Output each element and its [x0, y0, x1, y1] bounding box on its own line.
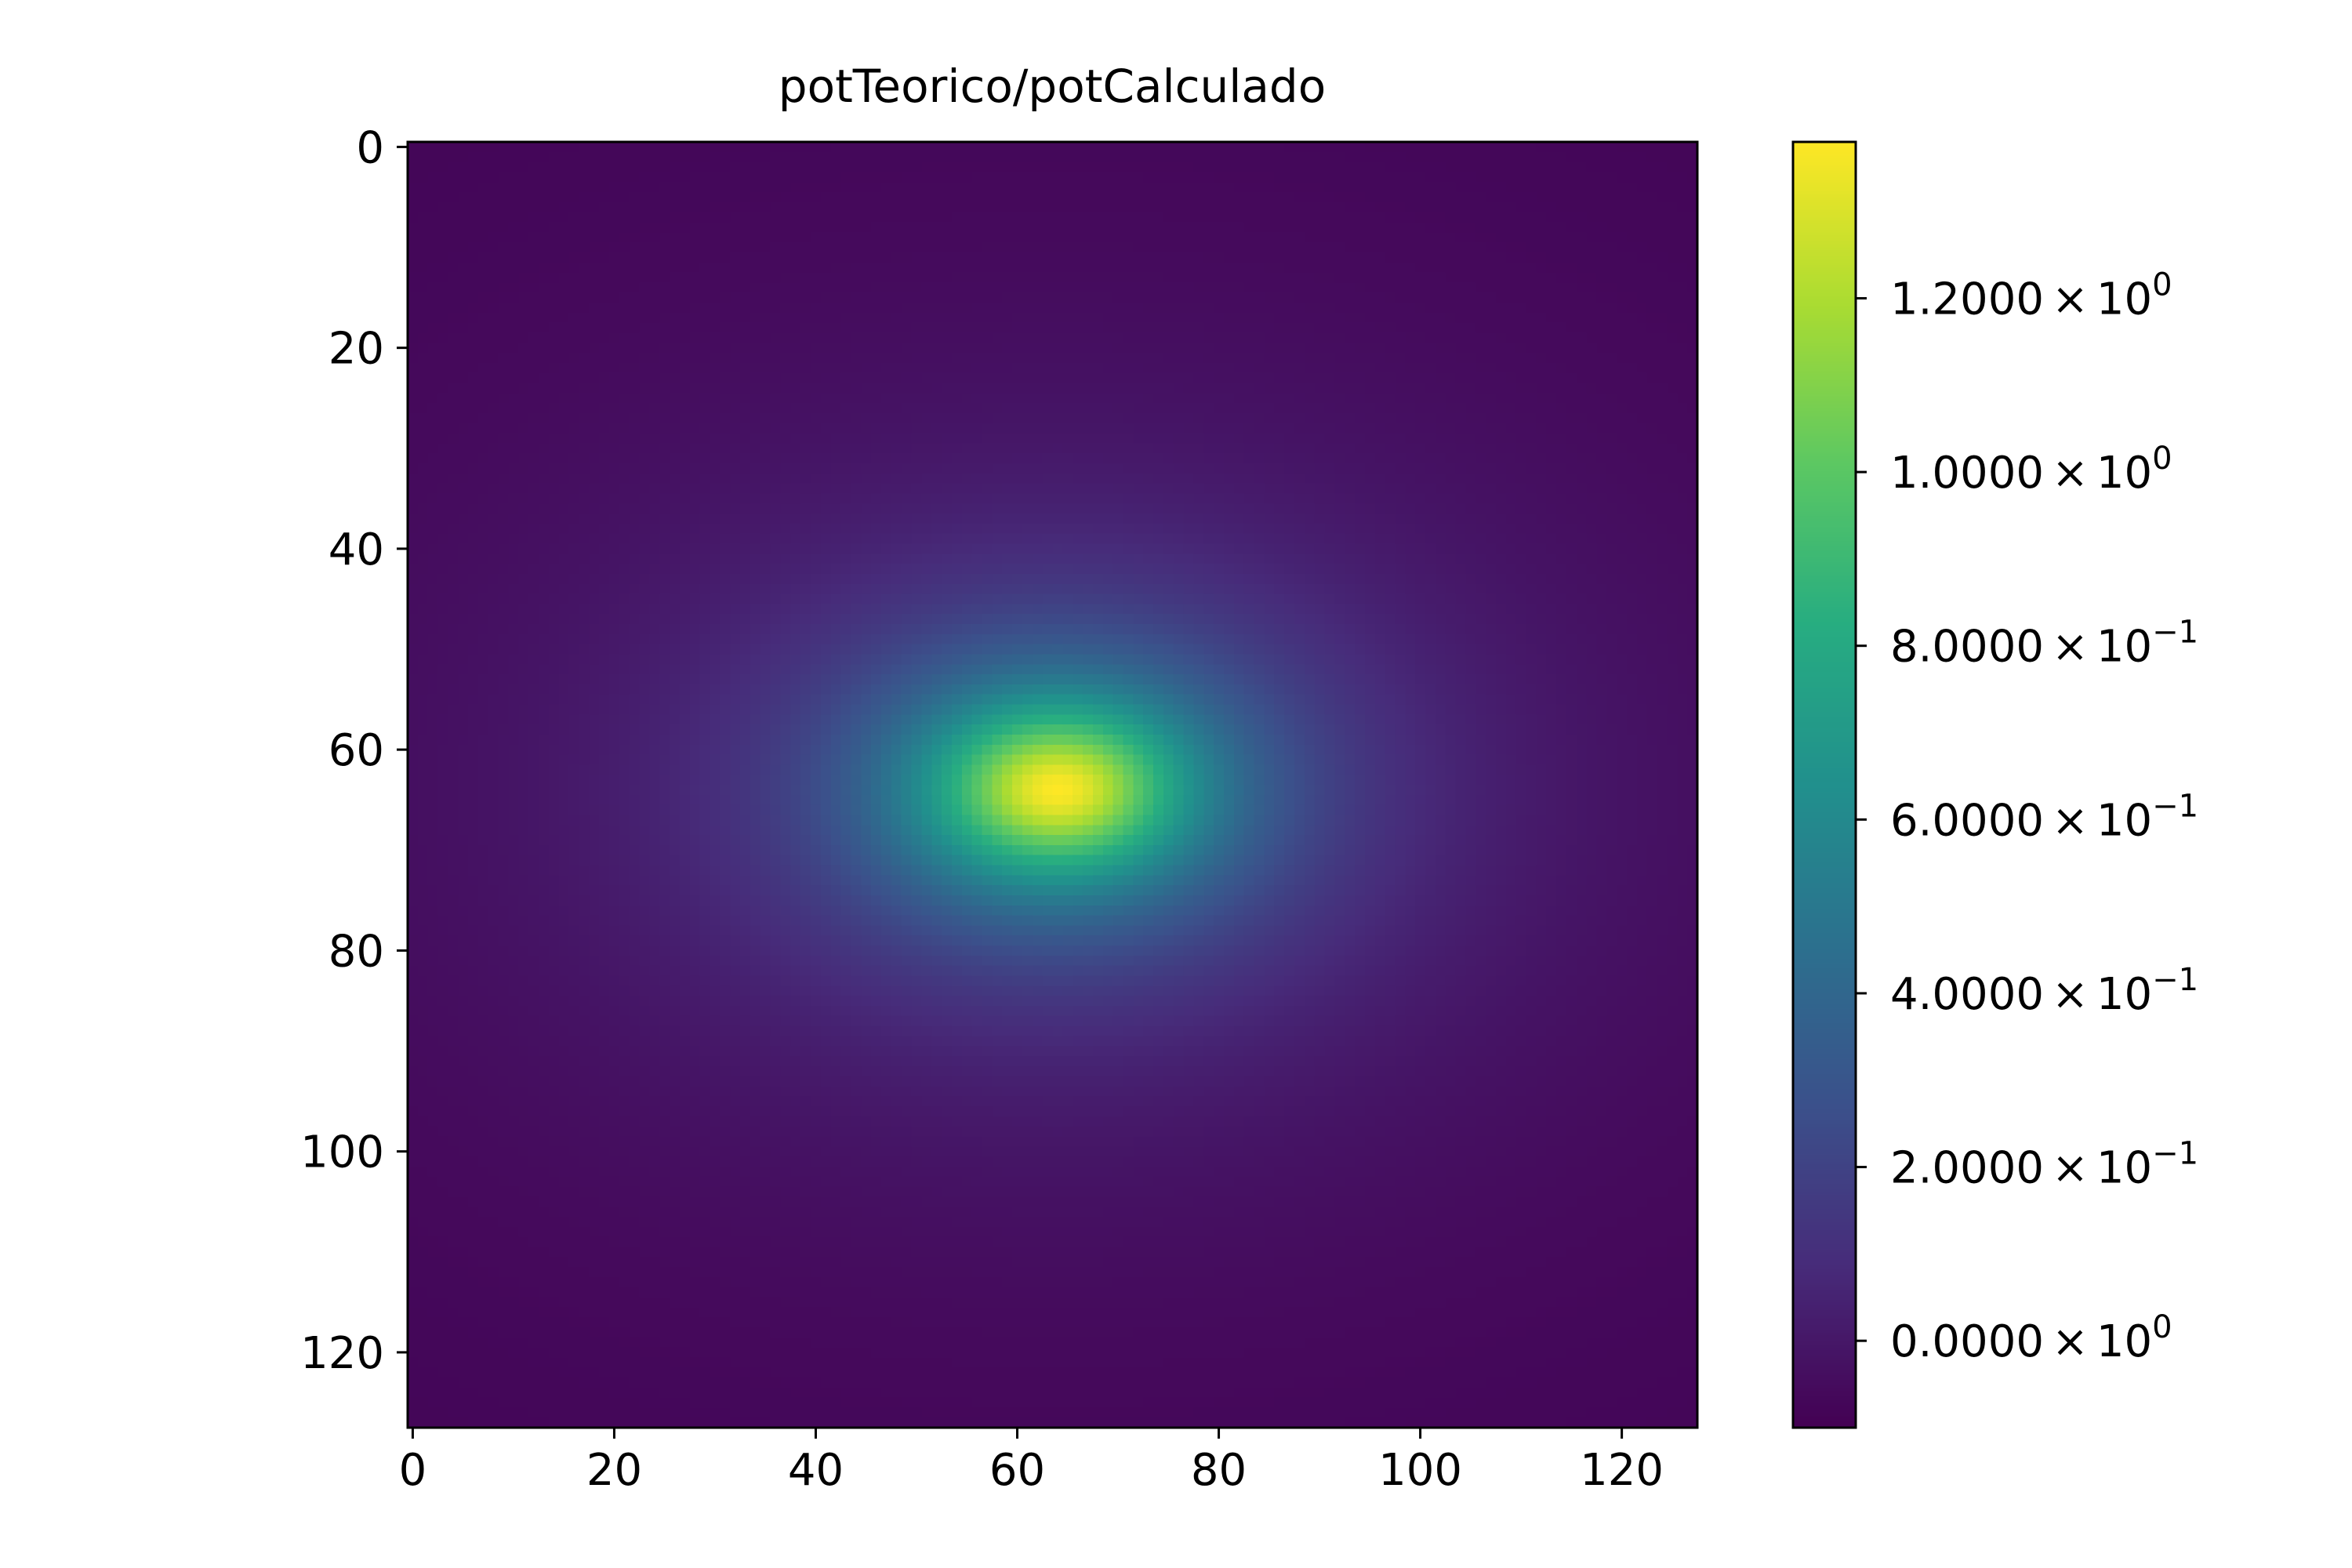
x-tick-label: 100	[1378, 1445, 1462, 1496]
y-tick-label: 40	[328, 524, 384, 575]
y-tick-label: 60	[328, 725, 384, 776]
x-tick-label: 0	[399, 1445, 427, 1496]
colorbar-tick-label: 1.2000 × 100	[1890, 267, 2172, 325]
colorbar-axis: 1.2000 × 100 1.0000 × 100 8.0000 × 10−1 6.0000 × 10…	[1856, 267, 2198, 1367]
colorbar-tick-label: 6.0000 × 10−1	[1890, 788, 2198, 846]
colorbar-tick-label: 4.0000 × 10−1	[1890, 962, 2198, 1020]
heatmap-image	[408, 142, 1697, 1428]
x-axis: 0 20 40 60 80 100 120	[399, 1428, 1664, 1496]
x-tick-label: 60	[989, 1445, 1045, 1496]
x-tick-label: 40	[788, 1445, 844, 1496]
colorbar-frame	[1791, 140, 1857, 1429]
y-tick-label: 20	[328, 324, 384, 375]
colorbar-gradient	[1793, 142, 1856, 1428]
y-tick-label: 120	[300, 1328, 384, 1379]
colorbar-tick-label: 8.0000 × 10−1	[1890, 615, 2198, 673]
y-tick-label: 0	[356, 122, 384, 173]
x-tick-label: 80	[1191, 1445, 1247, 1496]
colorbar-tick-label: 2.0000 × 10−1	[1890, 1136, 2198, 1194]
x-tick-label: 20	[586, 1445, 642, 1496]
y-tick-label: 100	[300, 1127, 384, 1178]
y-axis: 0 20 40 60 80 100 120	[300, 122, 408, 1379]
plot-frame	[406, 140, 1699, 1429]
chart-title: potTeorico/potCalculado	[779, 60, 1326, 113]
colorbar-tick-label: 1.0000 × 100	[1890, 441, 2172, 499]
colorbar-tick-label: 0.0000 × 100	[1890, 1309, 2172, 1367]
y-tick-label: 80	[328, 926, 384, 977]
x-tick-label: 120	[1580, 1445, 1664, 1496]
